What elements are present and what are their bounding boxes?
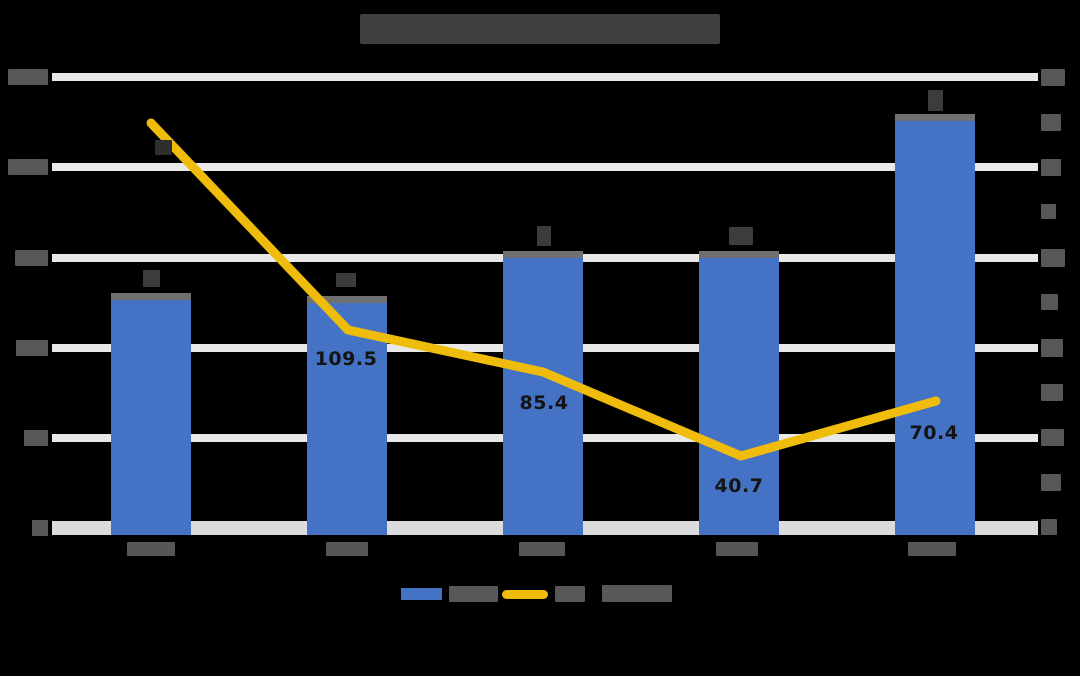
y-axis-right-tick-3	[1041, 159, 1061, 176]
y-axis-right-tick-6	[1041, 294, 1058, 310]
y-axis-right-tick-1	[1041, 69, 1065, 86]
chart-title-redacted	[360, 14, 720, 44]
y-axis-right-tick-7	[1041, 339, 1063, 357]
gridline-1	[52, 73, 1038, 81]
x-axis-label-1	[127, 542, 175, 556]
y-axis-right-tick-2	[1041, 114, 1061, 131]
line-label-4: 40.7	[714, 475, 764, 497]
legend-bar-swatch-icon	[401, 588, 442, 600]
legend-bar-label-redacted	[449, 586, 498, 602]
x-axis-label-4	[716, 542, 758, 556]
y-axis-left-tick-2	[8, 159, 48, 175]
x-axis-label-2	[326, 542, 368, 556]
y-axis-left-tick-5	[24, 430, 48, 446]
line-label-1-redacted	[155, 140, 172, 155]
y-axis-left-tick-4	[16, 340, 48, 356]
gridline-2	[52, 163, 1038, 171]
bar-1	[111, 293, 191, 535]
y-axis-left-tick-3	[15, 250, 48, 266]
y-axis-right-tick-4	[1041, 204, 1056, 219]
y-axis-right-tick-8	[1041, 384, 1063, 401]
bar-3	[503, 251, 583, 535]
bar-5-value-redacted	[928, 90, 943, 111]
bar-4	[699, 251, 779, 535]
y-axis-right-tick-10	[1041, 474, 1061, 491]
legend-line-label-redacted-1	[555, 586, 585, 602]
y-axis-right-tick-9	[1041, 429, 1064, 446]
line-label-3: 85.4	[519, 392, 569, 414]
y-axis-left-tick-1	[8, 69, 48, 85]
x-axis-label-3	[519, 542, 565, 556]
y-axis-right-tick-5	[1041, 249, 1065, 267]
bar-4-value-redacted	[729, 227, 753, 245]
bar-5	[895, 114, 975, 535]
legend-line-swatch-icon	[502, 590, 548, 599]
y-axis-left-tick-6	[32, 520, 48, 536]
bar-3-value-redacted	[537, 226, 551, 246]
line-label-2: 109.5	[314, 348, 378, 370]
line-label-5: 70.4	[909, 422, 959, 444]
x-axis-label-5	[908, 542, 956, 556]
y-axis-right-tick-11	[1041, 519, 1057, 535]
bar-2-value-redacted	[336, 273, 356, 287]
bar-1-value-redacted	[143, 270, 160, 287]
legend-line-label-redacted-2	[602, 585, 672, 602]
